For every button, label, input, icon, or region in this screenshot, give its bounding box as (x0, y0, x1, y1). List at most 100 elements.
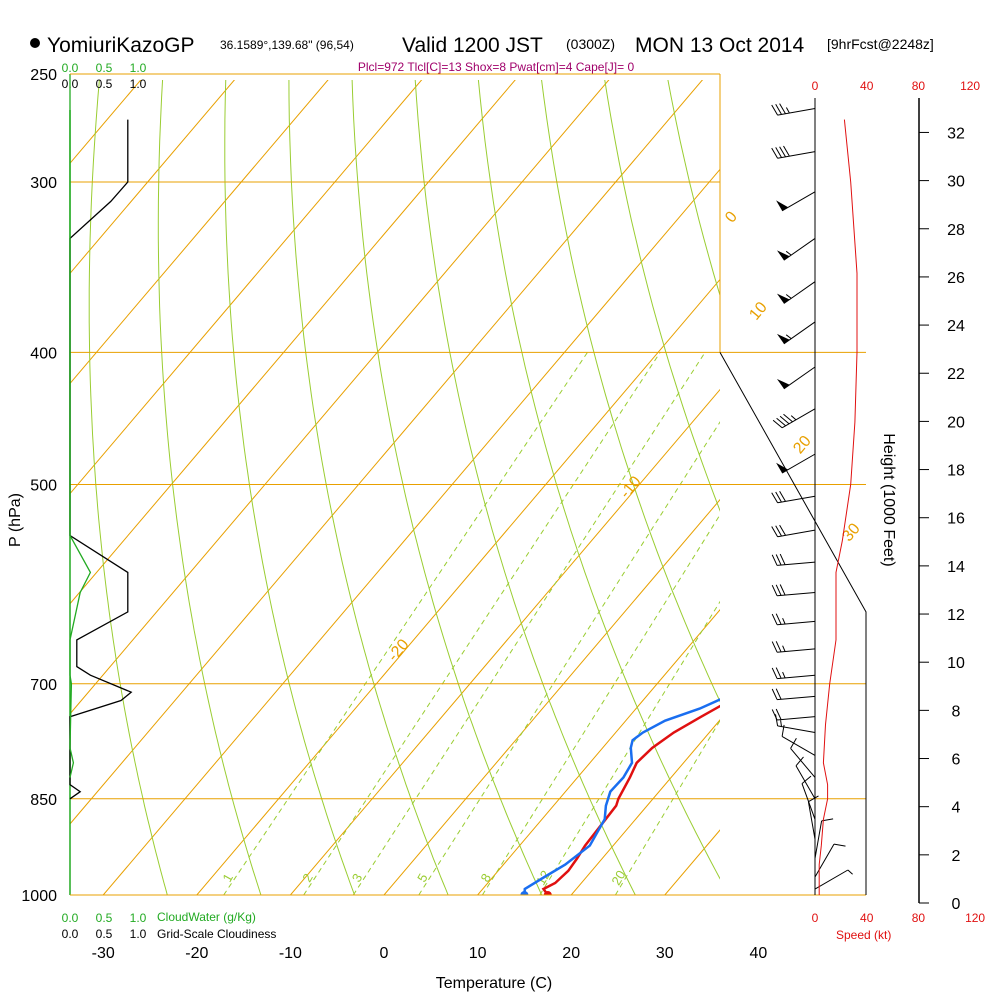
wind-barb (771, 145, 816, 159)
cloudiness-tick-top: 1.0 (130, 77, 147, 91)
cloudiness-tick-bottom: 1.0 (130, 927, 147, 941)
height-tick-label: 28 (947, 222, 965, 239)
dry-adiabat-line (604, 80, 720, 512)
height-tick-label: 0 (952, 896, 961, 913)
wind-barbs (771, 103, 853, 890)
isotherm-line (70, 80, 329, 385)
pressure-tick-label: 500 (30, 478, 57, 495)
height-tick-label: 6 (952, 752, 961, 769)
pressure-tick-label: 400 (30, 345, 57, 362)
dry-adiabat-line (224, 80, 355, 895)
wind-barb (771, 553, 816, 566)
cloud-water-tick-bottom: 1.0 (130, 911, 147, 925)
isotherm-label: -10 (617, 473, 645, 502)
wind-barb (781, 724, 816, 756)
mixing-ratio-label: 2 (299, 871, 316, 885)
mixing-ratio-label: 20 (608, 868, 628, 888)
wind-barb (801, 775, 816, 820)
speed-tick-bottom: 80 (912, 911, 926, 925)
cloudiness-tick-top: 0.5 (96, 77, 113, 91)
cloud-panel: 0.00.00.00.00.50.50.50.51.01.01.01.0 (62, 61, 147, 941)
cloud-water-tick-top: 0.5 (96, 61, 113, 75)
height-tick-label: 4 (952, 800, 961, 817)
speed-tick-bottom: 40 (860, 911, 874, 925)
speed-tick-top: 80 (912, 79, 926, 93)
isotherm-line (852, 74, 1000, 895)
height-tick-label: 26 (947, 270, 965, 287)
temperature-line (541, 704, 720, 895)
cloud-water-line (69, 74, 92, 778)
wind-barb (771, 584, 816, 597)
wind-barb (790, 737, 816, 778)
dry-adiabat-line (288, 80, 449, 895)
wind-barb (771, 103, 816, 116)
speed-tick-bottom: 120 (965, 911, 985, 925)
dry-adiabat-line (351, 80, 543, 895)
pressure-tick-label: 250 (30, 67, 57, 84)
temperature-tick-label: 10 (469, 945, 487, 962)
cloud-water-label: CloudWater (g/Kg) (157, 910, 256, 924)
isotherm-label: 0 (722, 208, 741, 226)
dewpoint-surface-marker (520, 891, 529, 895)
wind-barb (783, 281, 816, 304)
wind-barb (771, 641, 816, 653)
wind-barb (771, 613, 816, 626)
cloud-water-tick-top: 0.0 (62, 61, 79, 75)
temperature-tick-label: -30 (92, 945, 115, 962)
wind-barb (772, 408, 816, 429)
wind-pennant (776, 378, 790, 389)
pressure-tick-label: 850 (30, 792, 57, 809)
isotherm-line (570, 719, 720, 895)
mixing-ratio-label: 1 (219, 871, 236, 885)
indices-text: Plcl=972 Tlcl[C]=13 Shox=8 Pwat[cm]=4 Ca… (358, 60, 635, 74)
wind-pennant (776, 250, 790, 261)
forecast-label: [9hrFcst@2248z] (827, 36, 934, 52)
zulu-time: (0300Z) (566, 36, 615, 52)
height-tick-label: 16 (947, 511, 965, 528)
isotherm-line (477, 609, 720, 895)
temperature-tick-label: -10 (279, 945, 302, 962)
speed-tick-bottom: 0 (812, 911, 819, 925)
wind-pennant (776, 293, 790, 304)
valid-time: Valid 1200 JST (402, 34, 543, 57)
temperature-tick-label: 30 (656, 945, 674, 962)
height-tick-label: 2 (952, 848, 961, 865)
speed-tick-top: 120 (960, 79, 980, 93)
cloudiness-tick-bottom: 0.0 (62, 927, 79, 941)
station-location: 36.1589°,139.68" (96,54) (220, 38, 354, 52)
cloud-water-tick-top: 1.0 (130, 61, 147, 75)
wind-barb (814, 869, 853, 890)
wind-barb (783, 238, 816, 261)
wind-barb (771, 524, 816, 538)
boundary-line (719, 352, 867, 895)
wind-barb (783, 321, 816, 345)
dry-adiabat-lines (88, 74, 1000, 895)
dry-adiabat-line (477, 80, 720, 880)
pressure-tick-label: 300 (30, 175, 57, 192)
mixing-ratio-line (303, 352, 661, 895)
dry-adiabat-line (157, 80, 262, 895)
header: YomiuriKazoGP 36.1589°,139.68" (96,54) V… (30, 34, 934, 74)
dewpoint-line (523, 698, 720, 895)
dry-adiabat-line (982, 74, 1000, 895)
temperature-tick-label: 0 (380, 945, 389, 962)
wind-barb (771, 708, 816, 721)
mixing-ratio-line (223, 352, 588, 895)
mixing-ratio-label: 3 (349, 871, 366, 885)
sounding-profiles (520, 698, 720, 895)
height-tick-label: 8 (952, 703, 961, 720)
height-tick-label: 24 (947, 318, 965, 335)
height-tick-label: 14 (947, 559, 965, 576)
wind-barb (814, 843, 846, 878)
wind-barb (795, 756, 816, 800)
wind-barb (807, 795, 819, 840)
wind-barb (781, 453, 816, 474)
mixing-ratio-lines (223, 352, 720, 895)
wind-pennant (776, 462, 789, 474)
isotherm-line (383, 498, 720, 895)
height-tick-label: 12 (947, 607, 965, 624)
temperature-tick-label: 20 (562, 945, 580, 962)
wind-pennant (776, 333, 790, 344)
